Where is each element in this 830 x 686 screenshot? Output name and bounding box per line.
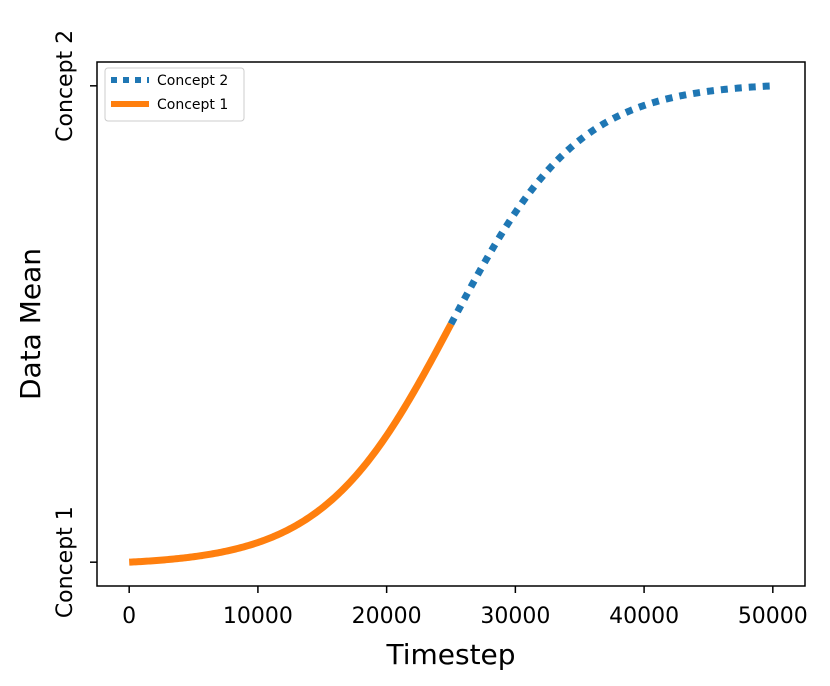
legend-label: Concept 2 xyxy=(157,73,228,89)
x-tick-label: 50000 xyxy=(738,604,808,629)
x-axis: 0 10000 20000 30000 40000 50000 xyxy=(122,586,808,629)
legend-label: Concept 1 xyxy=(157,97,228,113)
series-line-2 xyxy=(129,322,455,566)
y-tick-label: Concept 1 xyxy=(53,506,78,618)
x-tick-label: 40000 xyxy=(609,604,679,629)
plot-frame xyxy=(96,61,806,587)
x-tick-label: 20000 xyxy=(352,604,422,629)
plot-lines xyxy=(129,82,773,566)
y-axis: Concept 1 Concept 2 xyxy=(53,30,97,618)
y-axis-label: Data Mean xyxy=(14,248,47,400)
x-tick-label: 10000 xyxy=(223,604,293,629)
x-tick-label: 30000 xyxy=(480,604,550,629)
legend: Concept 2 Concept 1 xyxy=(104,67,245,122)
x-tick-label: 0 xyxy=(122,604,136,629)
series-line-1 xyxy=(447,82,773,326)
y-tick-label: Concept 2 xyxy=(53,30,78,142)
x-axis-label: Timestep xyxy=(385,638,515,671)
